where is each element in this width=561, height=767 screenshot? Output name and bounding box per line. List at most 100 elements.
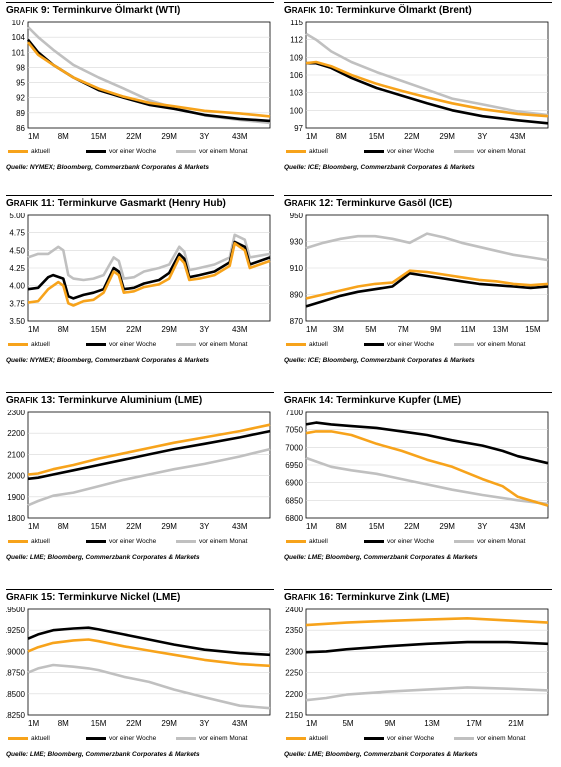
series-line-woche <box>27 429 271 481</box>
legend-swatch <box>176 539 196 543</box>
chart-source: Quelle: LME; Bloomberg, Commerzbank Corp… <box>284 751 478 758</box>
chart-title-text: 9: Terminkurve Ölmarkt (WTI) <box>38 5 181 16</box>
series-line-woche <box>305 271 549 308</box>
legend-item-aktuell: aktuell <box>8 735 50 742</box>
legend-item-aktuell: aktuell <box>8 148 50 155</box>
legend-swatch <box>286 736 306 740</box>
y-tick-label: 19500 <box>6 607 26 614</box>
x-tick-label: 5M <box>342 719 353 728</box>
x-tick-label: 15M <box>91 522 107 531</box>
chart-title-prefix-small: RAFIK <box>291 6 317 15</box>
x-tick-label: 22M <box>126 132 142 141</box>
legend-swatch <box>286 342 306 346</box>
y-tick-label: 109 <box>290 53 304 62</box>
y-tick-label: 2300 <box>285 647 303 656</box>
chart-plot: 2150 2200 2250 2300 2350 2400 1M 5M 9M 13M 17M 21M <box>285 607 549 728</box>
y-tick-label: 2100 <box>7 450 25 459</box>
legend: aktuell vor einer Woche vor einem Monat <box>284 341 552 351</box>
legend-item-monat: vor einem Monat <box>176 735 247 742</box>
y-tick-label: 2200 <box>285 690 303 699</box>
series-line-aktuell <box>27 423 271 476</box>
legend-swatch <box>454 736 474 740</box>
plot-frame <box>27 411 271 519</box>
legend-swatch <box>176 149 196 153</box>
legend-item-aktuell: aktuell <box>8 538 50 545</box>
legend-label: aktuell <box>31 735 50 742</box>
legend: aktuell vor einer Woche vor einem Monat <box>284 735 552 745</box>
y-tick-label: 7050 <box>285 426 303 435</box>
y-tick-label: 98 <box>16 63 25 72</box>
series-line-monat <box>27 663 271 710</box>
x-tick-label: 43M <box>232 522 248 531</box>
chart-source: Quelle: ICE; Bloomberg, Commerzbank Corp… <box>284 164 475 171</box>
x-tick-label: 8M <box>336 522 347 531</box>
chart-plot: 870 890 910 930 950 1M 3M 5M 7M 9M 11M 13M 15M <box>290 213 549 334</box>
x-tick-label: 17M <box>466 719 482 728</box>
chart-title-prefix-small: RAFIK <box>13 199 39 208</box>
x-tick-label: 3M <box>333 325 344 334</box>
legend-item-aktuell: aktuell <box>286 538 328 545</box>
x-tick-label: 43M <box>510 522 526 531</box>
y-tick-label: 870 <box>290 317 304 326</box>
legend-label: vor einer Woche <box>387 538 435 545</box>
x-tick-label: 43M <box>510 132 526 141</box>
x-tick-label: 29M <box>439 132 455 141</box>
y-tick-label: 19000 <box>6 647 26 656</box>
legend-label: aktuell <box>309 538 328 545</box>
x-tick-label: 1M <box>306 132 317 141</box>
x-tick-label: 29M <box>161 132 177 141</box>
series-line-aktuell <box>27 638 271 668</box>
chart-panel: GRAFIK 15: Terminkurve Nickel (LME) 18250… <box>6 589 274 759</box>
x-tick-label: 11M <box>461 325 476 334</box>
y-tick-label: 6950 <box>285 461 303 470</box>
legend-label: vor einem Monat <box>199 538 248 545</box>
y-tick-label: 18250 <box>6 711 26 720</box>
y-tick-label: 2250 <box>285 669 303 678</box>
series-line-aktuell <box>305 269 549 300</box>
y-tick-label: 95 <box>16 79 25 88</box>
legend-swatch <box>8 539 28 543</box>
y-tick-label: 4.00 <box>9 282 25 291</box>
x-tick-label: 15M <box>369 132 385 141</box>
x-tick-label: 29M <box>161 325 177 334</box>
chart-title-text: 11: Terminkurve Gasmarkt (Henry Hub) <box>38 198 226 209</box>
x-tick-label: 1M <box>28 522 39 531</box>
legend-swatch <box>364 149 384 153</box>
y-tick-label: 6800 <box>285 514 303 523</box>
y-tick-label: 950 <box>290 213 304 220</box>
x-tick-label: 3Y <box>478 522 488 531</box>
x-tick-label: 15M <box>91 719 107 728</box>
series-line-aktuell <box>26 41 271 118</box>
x-tick-label: 1M <box>28 719 39 728</box>
y-tick-label: 2300 <box>7 410 25 417</box>
series-line-monat <box>27 26 271 125</box>
chart-panel: GRAFIK 12: Terminkurve Gasöl (ICE) 870 890… <box>284 195 552 365</box>
x-tick-label: 22M <box>404 522 420 531</box>
legend-label: aktuell <box>31 341 50 348</box>
legend-label: vor einem Monat <box>199 341 248 348</box>
y-tick-label: 1900 <box>7 493 25 502</box>
chart-title: GRAFIK 12: Terminkurve Gasöl (ICE) <box>284 195 552 209</box>
legend: aktuell vor einer Woche vor einem Monat <box>6 538 274 548</box>
series-line-woche <box>305 421 549 465</box>
legend-item-woche: vor einer Woche <box>86 735 156 742</box>
chart-title: GRAFIK 14: Terminkurve Kupfer (LME) <box>284 392 552 406</box>
series-line-monat <box>305 232 549 262</box>
legend-label: vor einem Monat <box>477 148 526 155</box>
chart-panel: GRAFIK 10: Terminkurve Ölmarkt (Brent) 97… <box>284 2 552 172</box>
x-tick-label: 22M <box>126 325 142 334</box>
chart-plot: 18250 18500 18750 19000 19250 19500 1M 8M 15M 22M… <box>6 607 271 728</box>
chart-title-prefix-small: RAFIK <box>291 199 317 208</box>
chart-title-prefix: G <box>284 198 292 209</box>
x-tick-label: 22M <box>404 132 420 141</box>
legend-swatch <box>86 342 106 346</box>
y-tick-label: 4.25 <box>9 264 25 273</box>
chart-plot: 1800 1900 2000 2100 2200 2300 1M 8M 15M 22M 29M 3Y 4… <box>7 410 271 531</box>
legend-item-monat: vor einem Monat <box>176 341 247 348</box>
chart-title-prefix: G <box>6 5 14 16</box>
x-tick-label: 1M <box>306 719 317 728</box>
y-tick-label: 18500 <box>6 690 26 699</box>
y-tick-label: 3.50 <box>9 317 25 326</box>
x-tick-label: 1M <box>28 132 39 141</box>
legend-swatch <box>86 736 106 740</box>
